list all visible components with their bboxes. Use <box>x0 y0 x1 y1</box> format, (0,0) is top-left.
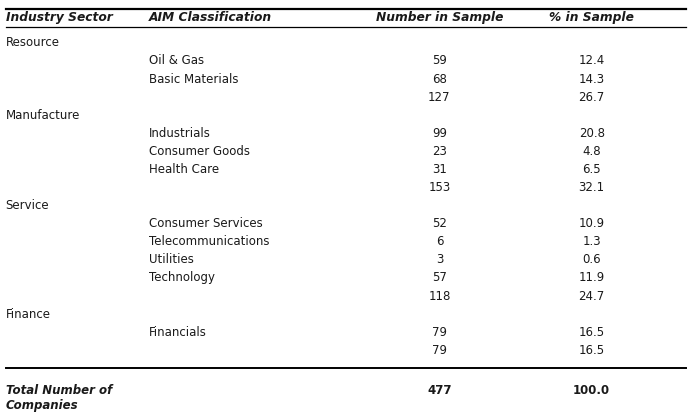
Text: 23: 23 <box>432 145 447 158</box>
Text: 99: 99 <box>432 127 447 140</box>
Text: Health Care: Health Care <box>149 163 219 176</box>
Text: 26.7: 26.7 <box>579 90 605 104</box>
Text: % in Sample: % in Sample <box>549 11 634 24</box>
Text: 6: 6 <box>436 235 443 248</box>
Text: 3: 3 <box>436 253 443 266</box>
Text: Consumer Services: Consumer Services <box>149 217 262 230</box>
Text: 11.9: 11.9 <box>579 271 605 285</box>
Text: 153: 153 <box>428 181 450 194</box>
Text: Industry Sector: Industry Sector <box>6 11 112 24</box>
Text: Oil & Gas: Oil & Gas <box>149 55 204 67</box>
Text: Total Number of
Companies: Total Number of Companies <box>6 384 112 412</box>
Text: 52: 52 <box>432 217 447 230</box>
Text: Number in Sample: Number in Sample <box>376 11 503 24</box>
Text: 79: 79 <box>432 326 447 339</box>
Text: Utilities: Utilities <box>149 253 194 266</box>
Text: 118: 118 <box>428 290 450 303</box>
Text: 57: 57 <box>432 271 447 285</box>
Text: 6.5: 6.5 <box>583 163 601 176</box>
Text: Finance: Finance <box>6 308 51 320</box>
Text: 16.5: 16.5 <box>579 326 605 339</box>
Text: 31: 31 <box>432 163 447 176</box>
Text: 4.8: 4.8 <box>583 145 601 158</box>
Text: Basic Materials: Basic Materials <box>149 73 238 85</box>
Text: 1.3: 1.3 <box>583 235 601 248</box>
Text: Manufacture: Manufacture <box>6 109 80 122</box>
Text: 68: 68 <box>432 73 447 85</box>
Text: 59: 59 <box>432 55 447 67</box>
Text: Telecommunications: Telecommunications <box>149 235 269 248</box>
Text: Technology: Technology <box>149 271 215 285</box>
Text: Financials: Financials <box>149 326 207 339</box>
Text: 32.1: 32.1 <box>579 181 605 194</box>
Text: 127: 127 <box>428 90 450 104</box>
Text: 12.4: 12.4 <box>579 55 605 67</box>
Text: 10.9: 10.9 <box>579 217 605 230</box>
Text: 477: 477 <box>427 384 452 397</box>
Text: AIM Classification: AIM Classification <box>149 11 272 24</box>
Text: Industrials: Industrials <box>149 127 210 140</box>
Text: 14.3: 14.3 <box>579 73 605 85</box>
Text: 79: 79 <box>432 344 447 357</box>
Text: Service: Service <box>6 199 49 212</box>
Text: 20.8: 20.8 <box>579 127 605 140</box>
Text: Consumer Goods: Consumer Goods <box>149 145 250 158</box>
Text: 16.5: 16.5 <box>579 344 605 357</box>
Text: Resource: Resource <box>6 36 60 50</box>
Text: 100.0: 100.0 <box>573 384 610 397</box>
Text: 0.6: 0.6 <box>583 253 601 266</box>
Text: 24.7: 24.7 <box>579 290 605 303</box>
